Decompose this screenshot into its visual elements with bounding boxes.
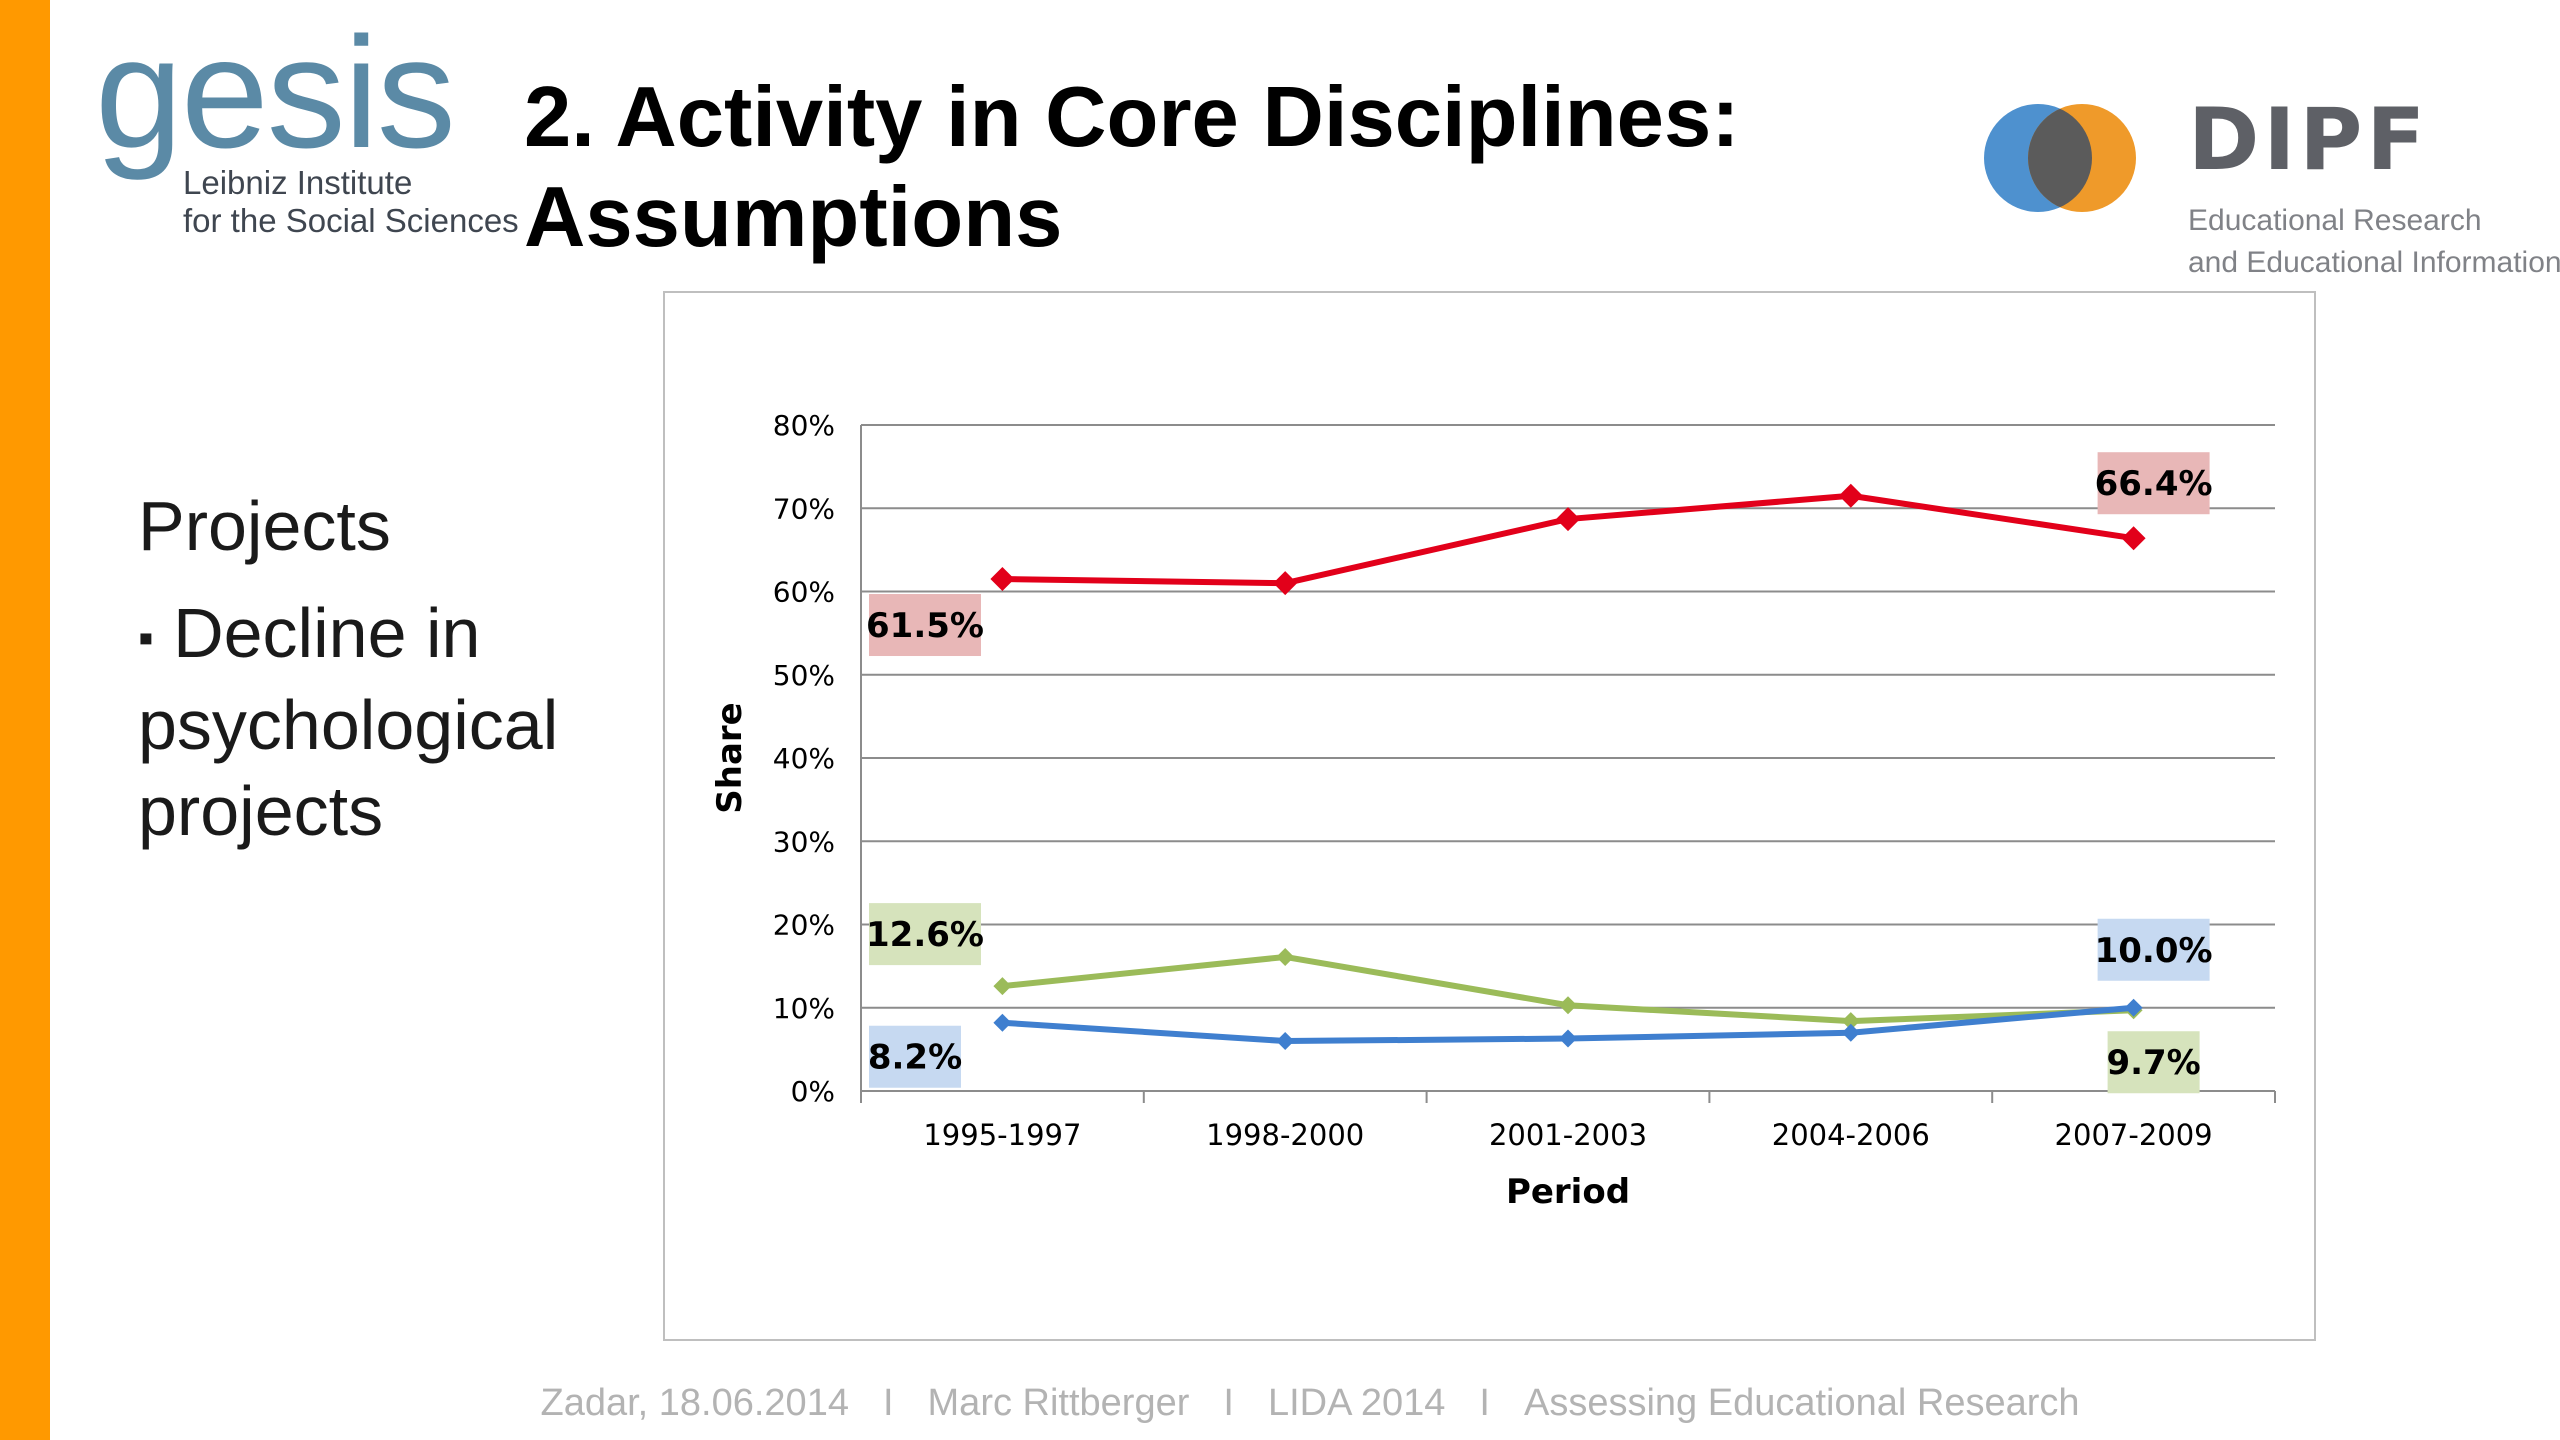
data-point <box>990 567 1015 592</box>
gesis-tagline: Leibniz Institute for the Social Science… <box>183 164 519 240</box>
footer-author: Marc Rittberger <box>927 1382 1190 1424</box>
data-label-box <box>2097 452 2210 515</box>
data-label-box <box>2097 918 2210 981</box>
dipf-tagline-line2: and Educational Information <box>2188 246 2560 279</box>
footer-separator: I <box>1223 1382 1234 1424</box>
data-point <box>1276 947 1295 966</box>
y-axis-title: Share <box>710 702 750 813</box>
data-point <box>1556 507 1580 532</box>
data-label: 66.4% <box>2095 464 2213 504</box>
data-label-box <box>2107 1031 2200 1094</box>
footer-event: LIDA 2014 <box>1267 1382 1446 1424</box>
x-tick-label: 2007-2009 <box>2055 1118 2213 1152</box>
gesis-wordmark: gesis <box>95 5 456 181</box>
data-point <box>993 977 1012 996</box>
gesis-tagline-line2: for the Social Sciences <box>183 202 519 239</box>
x-tick-label: 2001-2003 <box>1489 1118 1647 1152</box>
y-tick-label: 80% <box>773 409 835 442</box>
bullet-item: ▪ Decline in psychological projects <box>138 590 658 854</box>
data-point <box>1841 1012 1860 1031</box>
bullet-text: Decline in psychological projects <box>138 594 559 850</box>
y-tick-label: 50% <box>773 659 835 692</box>
slide-title-line2: Assumptions <box>524 170 1063 265</box>
chart-frame: 0% 10% 20% 30% 40% 50% 60% 70% 80% 1995-1997 1998-… <box>663 291 2316 1341</box>
y-tick-label: 30% <box>773 825 835 858</box>
dipf-tagline-line1: Educational Research <box>2188 204 2482 237</box>
x-tick-label: 1995-1997 <box>923 1118 1081 1152</box>
data-label: 10.0% <box>2095 931 2213 971</box>
data-label: 61.5% <box>866 606 984 646</box>
x-axis-title: Period <box>1506 1172 1630 1212</box>
y-tick-label: 40% <box>773 742 835 775</box>
bullet-area: Projects ▪ Decline in psychological proj… <box>138 486 658 854</box>
gesis-tagline-line1: Leibniz Institute <box>183 164 413 201</box>
data-point <box>1838 483 1863 508</box>
footer-place-date: Zadar, 18.06.2014 <box>540 1382 849 1424</box>
data-point <box>1559 996 1577 1015</box>
projects-heading: Projects <box>138 487 391 565</box>
data-point <box>2121 526 2146 551</box>
footer-talk: Assessing Educational Research <box>1523 1382 2080 1424</box>
gesis-logo: gesis Leibniz Institute for the Social S… <box>95 14 519 252</box>
data-point <box>2124 998 2143 1017</box>
data-label: 9.7% <box>2106 1043 2200 1083</box>
data-label-box <box>869 594 981 657</box>
data-point <box>1273 571 1298 596</box>
data-point <box>1841 1023 1860 1042</box>
data-label-box <box>869 1025 961 1088</box>
x-tick-label: 2004-2006 <box>1772 1118 1930 1152</box>
dipf-logo: DIPF Educational Research and Educationa… <box>1960 82 2560 292</box>
data-point <box>1559 1029 1577 1048</box>
slide-title: 2. Activity in Core Disciplines: Assumpt… <box>524 68 1740 268</box>
y-tick-label: 10% <box>773 992 835 1025</box>
y-tick-label: 60% <box>773 576 835 609</box>
data-point <box>1276 1032 1295 1051</box>
y-tick-label: 0% <box>791 1075 835 1108</box>
dipf-tagline: Educational Research and Educational Inf… <box>2188 200 2560 284</box>
accent-bar <box>0 0 50 1440</box>
data-label: 12.6% <box>866 915 984 955</box>
x-tick-label: 1998-2000 <box>1206 1118 1364 1152</box>
footer: Zadar, 18.06.2014 I Marc Rittberger I LIDA 2… <box>0 1382 2560 1425</box>
footer-separator: I <box>882 1382 894 1424</box>
y-tick-label: 70% <box>773 492 835 525</box>
y-tick-label: 20% <box>773 909 835 942</box>
data-label-box <box>869 903 981 966</box>
line-chart: 0% 10% 20% 30% 40% 50% 60% 70% 80% 1995-1997 1998-… <box>710 409 2276 1212</box>
dipf-overlap-shape <box>2028 104 2092 212</box>
footer-separator: I <box>1479 1382 1490 1424</box>
bullet-marker: ▪ <box>138 613 154 663</box>
dipf-wordmark: DIPF <box>2188 90 2430 190</box>
data-point <box>993 1013 1012 1032</box>
dipf-circles-icon <box>1984 104 2136 212</box>
data-label: 8.2% <box>868 1038 962 1078</box>
slide-title-line1: 2. Activity in Core Disciplines: <box>524 70 1740 165</box>
